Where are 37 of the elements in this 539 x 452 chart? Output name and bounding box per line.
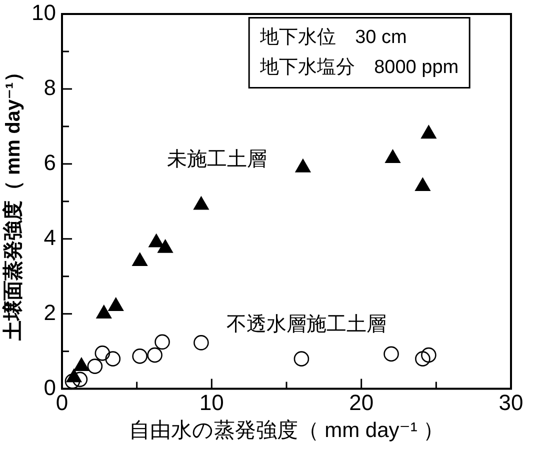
point bbox=[72, 372, 88, 388]
x-tick-label: 20 bbox=[349, 390, 374, 415]
y-tick-label: 10 bbox=[32, 0, 56, 26]
x-tick-label: 10 bbox=[199, 390, 224, 415]
x-tick-label: 30 bbox=[498, 390, 524, 415]
x-axis-title: 自由水の蒸発強度（ mm day⁻¹ ） bbox=[128, 419, 444, 442]
point bbox=[132, 348, 148, 364]
point bbox=[421, 347, 436, 363]
point bbox=[148, 234, 164, 248]
y-tick-label: 4 bbox=[44, 224, 56, 250]
y-axis-title: 土壌面蒸発強度（ mm day⁻¹） bbox=[2, 62, 25, 342]
point bbox=[385, 150, 400, 163]
point bbox=[158, 240, 173, 253]
y-tick-label: 8 bbox=[44, 75, 56, 100]
series-label: 不透水層施工土層 bbox=[226, 314, 387, 336]
point bbox=[87, 358, 103, 374]
point bbox=[384, 346, 399, 362]
point bbox=[295, 159, 311, 172]
point bbox=[108, 298, 124, 311]
point bbox=[415, 178, 430, 192]
point bbox=[294, 351, 310, 366]
y-tick-label: 2 bbox=[44, 300, 56, 325]
point bbox=[415, 351, 430, 366]
point bbox=[132, 252, 148, 266]
y-tick-label: 6 bbox=[44, 150, 56, 175]
point bbox=[147, 347, 162, 363]
point bbox=[64, 374, 80, 389]
point bbox=[154, 334, 170, 350]
point bbox=[105, 351, 121, 366]
annotation: 地下水塩分 8000 ppm bbox=[259, 56, 459, 78]
point bbox=[421, 125, 436, 139]
annotation: 地下水位 30 cm bbox=[259, 26, 407, 48]
series-label: 未施工土層 bbox=[166, 148, 267, 171]
point bbox=[96, 305, 112, 318]
point bbox=[94, 346, 110, 361]
point bbox=[194, 196, 209, 210]
point bbox=[194, 335, 209, 350]
